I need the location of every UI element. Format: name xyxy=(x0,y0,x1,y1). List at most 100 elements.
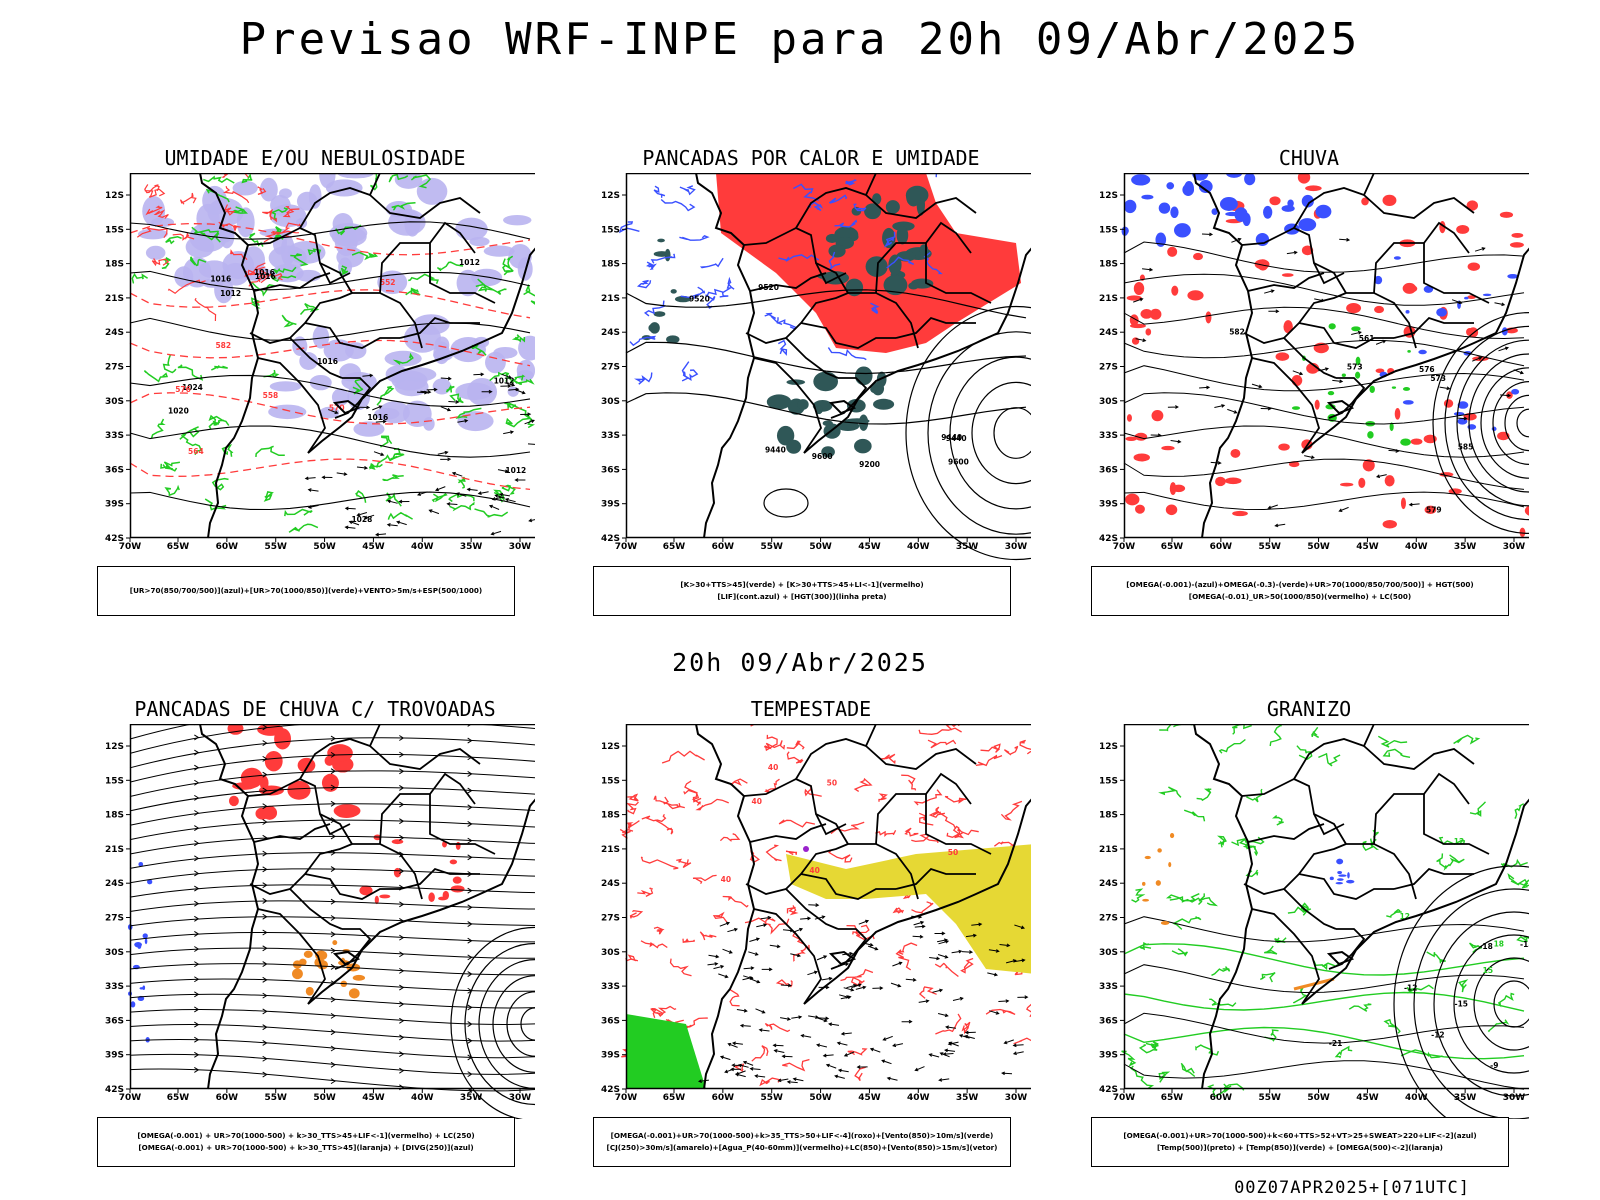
humidity-1000-850-contour xyxy=(355,490,367,503)
precipitable-water-contour xyxy=(854,1066,866,1082)
lon-label: 35W xyxy=(460,542,483,552)
stream-arrow xyxy=(194,855,200,862)
state-border xyxy=(800,322,896,349)
wind850-vector xyxy=(869,1047,881,1053)
stream-arrow xyxy=(467,921,473,927)
streamline-arrow xyxy=(1167,405,1179,409)
stream-arrow xyxy=(467,837,473,844)
humidity-1000-850-contour xyxy=(203,175,235,184)
rain-green-area xyxy=(1341,373,1346,378)
hgt500-low-contour xyxy=(1456,339,1529,507)
pressure-isobar xyxy=(129,491,531,511)
wind850-vector xyxy=(988,949,1000,953)
wind850-vector xyxy=(890,982,902,988)
precipitable-water-contour xyxy=(651,1005,677,1015)
wind850-vector xyxy=(743,966,755,971)
lon-label: 70W xyxy=(1113,542,1136,552)
hgt500-contour xyxy=(1123,458,1525,490)
precipitable-water-contour xyxy=(695,798,729,811)
thickness-contour xyxy=(144,188,166,198)
state-border xyxy=(753,357,822,454)
state-border xyxy=(334,928,372,970)
precipitable-water-contour xyxy=(944,795,967,804)
state-border xyxy=(1313,262,1345,285)
temp850-contour xyxy=(1259,971,1276,983)
state-border xyxy=(785,292,849,339)
streamline-arrow xyxy=(1199,385,1211,390)
rain-blue-area xyxy=(1511,388,1520,395)
instability-area xyxy=(865,256,888,277)
rain-red-area xyxy=(1384,475,1395,487)
instability-area xyxy=(813,371,839,392)
precipitable-water-contour xyxy=(913,789,943,806)
state-border xyxy=(253,272,331,292)
mid-date: 20h 09/Abr/2025 xyxy=(672,648,928,677)
precipitable-water-contour xyxy=(911,901,934,914)
legend-box: [UR>70(850/700/500)](azul)+[UR>70(1000/8… xyxy=(97,566,515,616)
wind850-vector xyxy=(749,1066,761,1071)
lat-label: 15S xyxy=(105,225,124,235)
streamline-arrow xyxy=(1474,247,1486,252)
precipitable-water-contour xyxy=(1003,745,1019,756)
rain-red-area xyxy=(1193,252,1204,261)
rain-red-area xyxy=(1382,519,1397,529)
precipitable-water-contour xyxy=(627,820,640,831)
humidity-850-500 xyxy=(503,214,532,226)
rain-blue-area xyxy=(1482,293,1492,297)
streamline-arrow xyxy=(1214,404,1226,408)
lon-label: 45W xyxy=(1356,1093,1379,1103)
state-border xyxy=(1313,813,1345,836)
lc250-streamline xyxy=(129,993,535,1009)
lc250-streamline xyxy=(129,852,535,869)
wind-vector xyxy=(508,387,520,392)
precipitable-water-contour xyxy=(751,1045,769,1062)
wind850-vector xyxy=(945,1025,957,1030)
contour-label: 561 xyxy=(1359,334,1375,343)
wind850-vector xyxy=(942,1052,954,1057)
humidity-1000-850-contour xyxy=(255,445,285,457)
lat-label: 12S xyxy=(601,191,620,201)
rain-red-area xyxy=(1171,285,1179,296)
storm-red-area xyxy=(455,841,461,850)
wind850-vector xyxy=(808,903,820,907)
stream-arrow xyxy=(194,930,200,937)
lat-label: 18S xyxy=(105,811,124,821)
streamline-arrow xyxy=(1388,449,1400,453)
wind-vector xyxy=(488,504,500,510)
lifted-index-contour xyxy=(646,261,657,271)
coastline-atlantic xyxy=(1301,247,1529,454)
lc250-streamline xyxy=(129,900,535,912)
humidity-1000-850-contour xyxy=(211,477,229,491)
jet-250-area xyxy=(786,844,1031,974)
legend-line: [OMEGA(-0.01)_UR>50(1000/850)(vermelho) … xyxy=(1188,592,1412,601)
state-border xyxy=(830,928,868,970)
wind850-vector xyxy=(934,931,946,936)
thickness-contour xyxy=(179,192,197,205)
rain-red-area xyxy=(1511,232,1524,238)
instability-area xyxy=(885,200,900,214)
state-border xyxy=(1283,292,1347,339)
stream-arrow xyxy=(262,1071,268,1078)
humidity-850-500 xyxy=(399,367,437,382)
map-tempestade: 50 50 40 40 40 40 12S 15S 18S 21S 24S 27S 30S 33S 36S 3… xyxy=(601,724,1031,1103)
state-border xyxy=(1241,227,1347,294)
stream-arrow xyxy=(262,850,268,857)
lat-label: 24S xyxy=(105,879,124,889)
panel-title: PANCADAS DE CHUVA C/ TROVOADAS xyxy=(134,697,496,721)
stream-arrow xyxy=(262,819,268,825)
thickness-contour xyxy=(151,258,170,267)
map-frame xyxy=(129,173,535,539)
stream-arrow xyxy=(467,987,473,994)
lc250-streamline xyxy=(129,835,535,855)
contour-label: 579 xyxy=(1426,506,1442,515)
temp850-contour xyxy=(1171,948,1188,957)
rain-red-area xyxy=(1466,200,1479,211)
wind850-vector xyxy=(1001,1071,1013,1076)
temp850-contour xyxy=(1264,1029,1279,1042)
rain-green-area xyxy=(1400,438,1411,446)
streamline-arrow xyxy=(1292,370,1304,376)
stream-arrow xyxy=(262,771,268,778)
humidity-850-500 xyxy=(219,223,235,249)
state-border xyxy=(848,843,919,900)
divergence-blue xyxy=(142,985,146,990)
